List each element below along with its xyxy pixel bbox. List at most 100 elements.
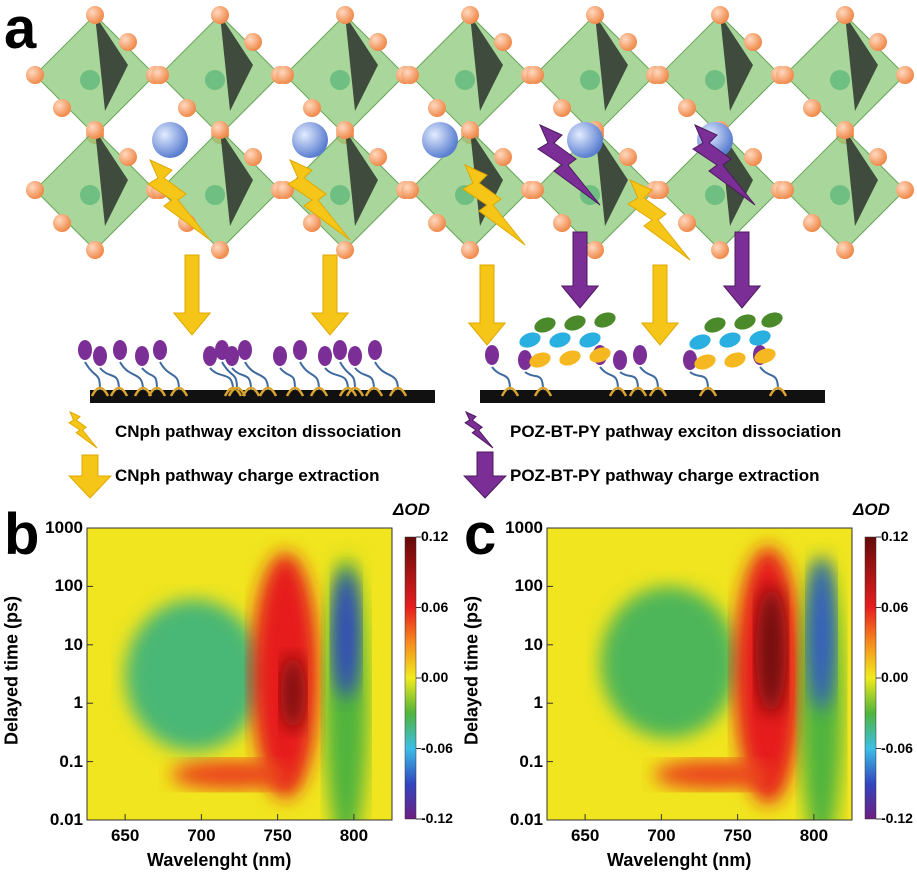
molecule-chain <box>279 367 296 391</box>
halide-atom <box>86 121 104 139</box>
heatmap-feature <box>755 586 787 715</box>
heatmap-feature <box>332 570 360 699</box>
halide-atom <box>836 241 854 259</box>
octahedron <box>651 6 789 144</box>
panel-label-b: b <box>4 502 40 567</box>
ito-substrate-right <box>480 390 825 403</box>
anchor-group <box>500 386 520 397</box>
halide-atom <box>53 214 71 232</box>
halide-atom <box>244 148 262 166</box>
y-tick-label: 100 <box>54 576 83 596</box>
anchor-group <box>169 386 189 397</box>
molecule-chain <box>759 366 779 391</box>
anchor-group <box>648 386 668 397</box>
anchor-group <box>388 386 408 397</box>
cnph-extraction-arrow-icon <box>310 254 350 336</box>
octahedron-dark-face <box>95 130 128 226</box>
metal-center <box>830 70 850 90</box>
cnph-molecule-head <box>273 346 287 366</box>
molecule-chain <box>354 367 375 391</box>
colorbar-label: ΔOD <box>853 500 890 519</box>
halide-atom <box>303 214 321 232</box>
halide-atom <box>303 99 321 117</box>
legend-cnph-arrow-icon <box>68 454 112 499</box>
cnph-molecule-head <box>153 340 167 360</box>
x-tick-label: 750 <box>263 826 292 845</box>
molecule-chain <box>159 361 180 391</box>
cnph-molecule-head <box>613 350 627 370</box>
halide-atom <box>526 66 544 84</box>
halide-atom <box>494 148 512 166</box>
halide-atom <box>711 6 729 24</box>
halide-atom <box>896 181 914 199</box>
halide-atom <box>26 66 44 84</box>
x-axis-label: Wavelenght (nm) <box>147 850 292 870</box>
x-tick-label: 800 <box>799 826 829 845</box>
cnph-molecule-head <box>293 340 307 360</box>
halide-atom <box>211 6 229 24</box>
poz-bt-py-molecule <box>564 315 586 331</box>
halide-atom <box>119 148 137 166</box>
octahedron-dark-face <box>220 15 253 111</box>
poz-bt-py-molecule <box>754 348 776 364</box>
molecule-chain <box>99 367 120 391</box>
molecule-chain <box>221 361 238 391</box>
halide-atom <box>744 148 762 166</box>
cation-sphere <box>422 122 458 158</box>
halide-atom <box>553 99 571 117</box>
colorbar-tick-label: -0.06 <box>881 739 913 756</box>
octahedron <box>651 121 789 259</box>
anchor-group <box>338 386 358 397</box>
halide-atom <box>369 148 387 166</box>
cnph-extraction-arrow-icon <box>640 264 680 346</box>
legend-poz-bolt-icon <box>464 411 494 449</box>
x-tick-label: 700 <box>187 826 216 845</box>
octahedron-dark-face <box>470 15 503 111</box>
halide-atom <box>836 121 854 139</box>
heatmap-feature <box>600 586 738 739</box>
metal-center <box>705 70 725 90</box>
cnph-exciton-bolt-icon <box>462 164 526 246</box>
anchor-group <box>241 386 261 397</box>
halide-atom <box>869 148 887 166</box>
heatmap-feature <box>125 599 263 752</box>
anchor-group <box>628 386 648 397</box>
molecule-chain <box>231 367 252 391</box>
halide-atom <box>336 241 354 259</box>
metal-center <box>80 70 100 90</box>
octahedron-dark-face <box>95 15 128 111</box>
colorbar-tick-label: 0.00 <box>421 669 449 685</box>
poz-bt-py-molecule <box>689 334 711 350</box>
poz-bt-py-molecule <box>529 352 551 368</box>
halide-atom <box>803 99 821 117</box>
halide-atom <box>526 181 544 199</box>
cnph-molecule-head <box>78 340 92 360</box>
poz-bt-py-molecule <box>724 352 746 368</box>
cnph-molecule-head <box>683 350 697 370</box>
octahedron-dark-face <box>845 15 878 111</box>
halide-atom <box>678 214 696 232</box>
heatmap-field <box>87 528 392 820</box>
poz-bt-py-molecule <box>734 314 756 330</box>
colorbar-tick-label: -0.12 <box>881 810 913 826</box>
anchor-group <box>608 386 628 397</box>
poz-bt-py-molecule <box>694 354 716 370</box>
halide-atom <box>461 241 479 259</box>
octahedron-dark-face <box>220 130 253 226</box>
halide-atom <box>211 121 229 139</box>
anchor-group <box>90 386 110 397</box>
anchor-group <box>223 386 243 397</box>
molecule-chain <box>119 361 144 391</box>
panel-label-a: a <box>4 0 37 61</box>
cnph-molecule-head <box>518 350 532 370</box>
plot-frame <box>86 527 393 821</box>
y-tick-label: 0.1 <box>59 751 83 771</box>
heatmap-feature <box>807 558 836 711</box>
y-tick-label: 0.01 <box>509 810 543 829</box>
cnph-extraction-arrow-icon <box>172 254 212 336</box>
octahedron <box>276 121 414 259</box>
colorbar-tick-label: 0.12 <box>421 528 449 544</box>
halide-atom <box>369 33 387 51</box>
